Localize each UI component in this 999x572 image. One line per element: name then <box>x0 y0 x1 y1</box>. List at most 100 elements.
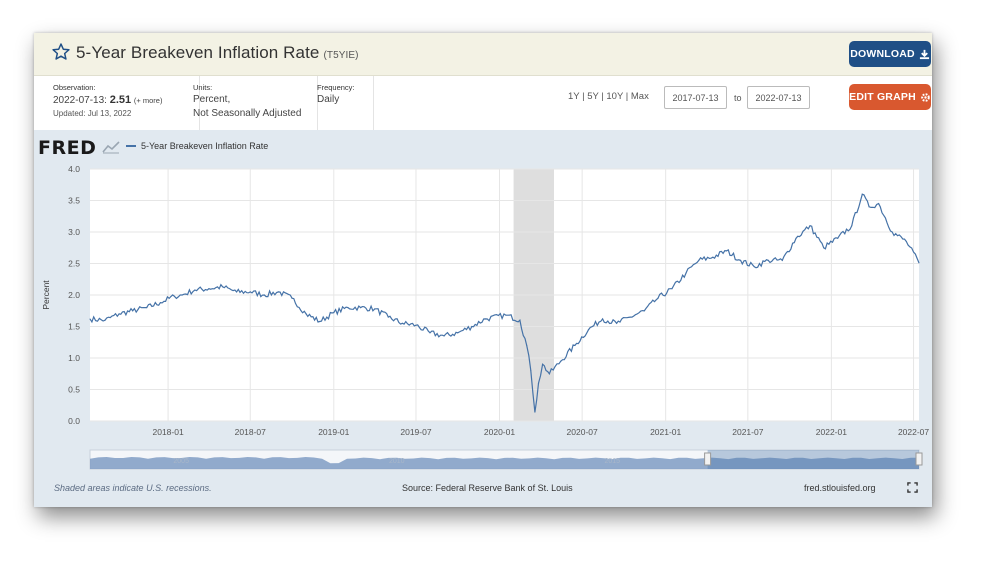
x-tick-label: 2018-01 <box>152 427 183 437</box>
data-point <box>291 297 293 299</box>
x-tick-label: 2019-07 <box>400 427 431 437</box>
data-point <box>333 312 335 314</box>
data-point <box>877 203 880 205</box>
data-point <box>601 318 604 320</box>
series-line <box>89 193 920 413</box>
data-point <box>767 259 769 261</box>
units-label: Units: <box>193 83 213 92</box>
data-point <box>443 335 445 337</box>
frequency-label: Frequency: <box>317 83 355 92</box>
data-point <box>574 344 576 346</box>
data-point <box>221 286 224 288</box>
data-point <box>181 294 183 296</box>
data-point <box>118 313 120 315</box>
data-point <box>263 294 265 296</box>
x-tick-label: 2020-01 <box>484 427 515 437</box>
data-point <box>159 301 161 304</box>
graph-card: 5-Year Breakeven Inflation Rate (T5YIE) D… <box>34 33 932 507</box>
data-point <box>542 363 544 365</box>
y-tick-label: 2.5 <box>68 259 80 269</box>
x-tick-label: 2019-01 <box>318 427 349 437</box>
data-point <box>671 288 673 290</box>
navigator-label: 2015 <box>604 458 620 465</box>
data-point <box>471 325 473 328</box>
data-point <box>484 318 487 320</box>
y-tick-label: 0.5 <box>68 385 80 395</box>
legend-label: 5-Year Breakeven Inflation Rate <box>141 141 269 151</box>
edit-graph-button[interactable]: EDIT GRAPH <box>849 84 931 110</box>
y-tick-label: 3.5 <box>68 196 80 206</box>
fred-logo: FRED <box>38 137 97 159</box>
navigator-label: 2010 <box>389 458 405 465</box>
y-axis-label: Percent <box>41 280 51 310</box>
data-point <box>548 373 551 375</box>
site-link[interactable]: fred.stlouisfed.org <box>804 483 876 493</box>
x-tick-label: 2022-01 <box>816 427 847 437</box>
data-point <box>851 225 853 227</box>
start-date-input[interactable]: 2017-07-13 <box>664 86 727 109</box>
units-panel: Units: Percent, Not Seasonally Adjusted <box>187 76 318 136</box>
data-point <box>629 316 631 318</box>
navigator-selection <box>707 450 919 469</box>
data-point <box>519 319 521 321</box>
frequency-value: Daily <box>317 94 340 105</box>
star-icon[interactable] <box>51 42 71 62</box>
data-point <box>918 262 920 264</box>
page-title: 5-Year Breakeven Inflation Rate (T5YIE) <box>76 43 359 63</box>
download-button[interactable]: DOWNLOAD <box>849 41 931 67</box>
x-tick-label: 2021-07 <box>732 427 763 437</box>
y-tick-label: 3.0 <box>68 227 80 237</box>
y-tick-label: 2.0 <box>68 290 80 300</box>
end-date-input[interactable]: 2022-07-13 <box>747 86 810 109</box>
data-point <box>359 307 362 309</box>
data-point <box>236 291 238 293</box>
data-point <box>560 360 562 362</box>
data-point <box>249 291 251 293</box>
data-point <box>837 237 839 239</box>
recession-note: Shaded areas indicate U.S. recessions. <box>54 483 212 493</box>
units-line2: Not Seasonally Adjusted <box>193 108 302 119</box>
data-point <box>208 288 210 290</box>
data-point <box>795 237 797 239</box>
navigator-handle-left[interactable] <box>704 452 712 466</box>
series-title: 5-Year Breakeven Inflation Rate <box>76 43 320 62</box>
line-chart[interactable]: 0.0 0.5 1.0 1.5 2.0 2.5 3.0 3.5 4.0 2018-01 2018-0… <box>34 161 932 473</box>
x-tick-label: 2021-01 <box>650 427 681 437</box>
data-point <box>537 382 540 384</box>
units-line1: Percent, <box>193 94 231 105</box>
navigator-handle-right[interactable] <box>915 452 923 466</box>
edit-graph-label: EDIT GRAPH <box>849 91 916 103</box>
series-code: (T5YIE) <box>323 50 359 61</box>
source-text: Source: Federal Reserve Bank of St. Loui… <box>402 483 573 493</box>
data-point <box>657 297 659 299</box>
data-point <box>753 266 755 268</box>
range-selector[interactable]: 1Y | 5Y | 10Y | Max <box>568 91 649 102</box>
data-point <box>104 319 106 321</box>
data-point <box>401 322 403 324</box>
y-tick-label: 1.0 <box>68 353 80 363</box>
logo-chart-icon <box>102 141 120 154</box>
data-point <box>725 250 728 252</box>
data-point <box>530 370 532 372</box>
chart-legend: 5-Year Breakeven Inflation Rate <box>126 141 268 151</box>
navigator-label: 2005 <box>173 458 189 465</box>
x-tick-label: 2018-07 <box>235 427 266 437</box>
data-point <box>505 314 507 316</box>
data-point <box>194 289 196 291</box>
observation-more-link[interactable]: (+ more) <box>133 96 163 105</box>
data-point <box>387 316 389 318</box>
data-point <box>374 308 376 310</box>
data-point <box>89 318 91 320</box>
fullscreen-icon[interactable] <box>907 482 918 493</box>
data-point <box>415 324 417 326</box>
data-point <box>587 329 590 331</box>
data-point <box>823 247 825 249</box>
data-point <box>132 310 134 312</box>
data-point <box>146 307 148 309</box>
data-point <box>905 240 907 243</box>
observation-label: Observation: <box>53 83 96 92</box>
data-point <box>861 193 863 195</box>
data-point <box>868 206 870 208</box>
title-bar: 5-Year Breakeven Inflation Rate (T5YIE) <box>34 33 932 76</box>
download-icon <box>919 49 929 59</box>
